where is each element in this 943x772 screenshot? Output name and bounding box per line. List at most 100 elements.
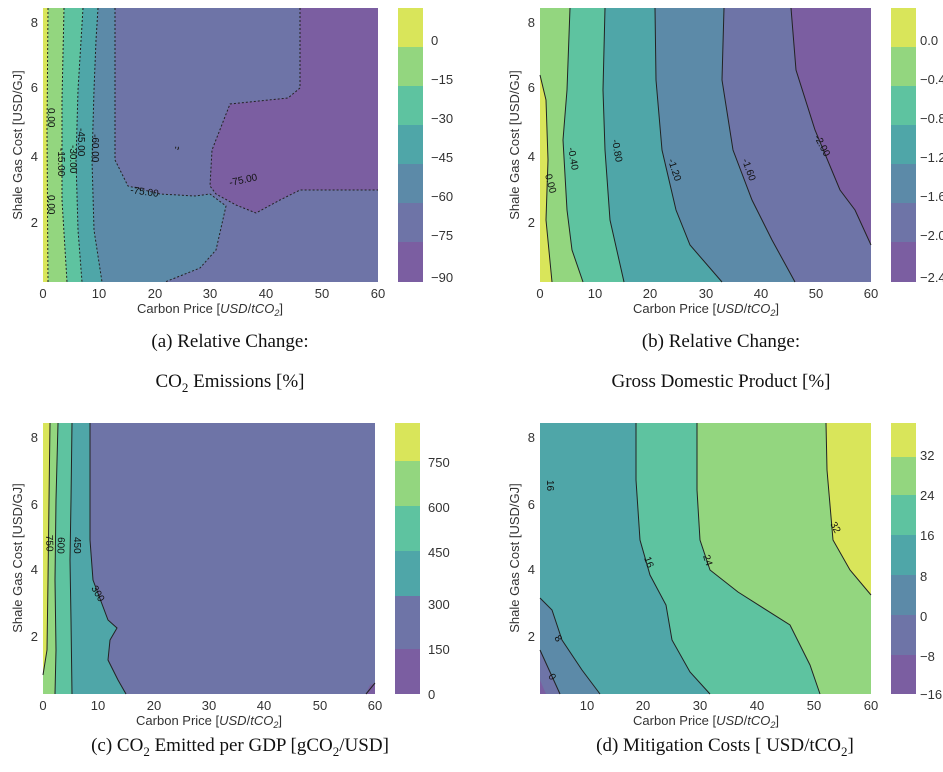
y-tick-label: 6 [528, 497, 535, 512]
panel-b-y-axis-label: Shale Gas Cost [USD/GJ] [507, 70, 522, 220]
y-tick-label: 2 [528, 215, 535, 230]
y-tick-label: 4 [31, 562, 38, 577]
caption-text: ] [847, 735, 854, 756]
caption-text: /USD] [339, 735, 389, 756]
x-tick-label: 40 [750, 698, 764, 713]
contour-line [602, 7, 625, 283]
panel-d-y-ticks: 8 6 4 2 [528, 430, 535, 644]
panel-b: 0.00 -0.40 -0.80 -1.20 -1.60 -2.00 0 10 … [507, 7, 943, 318]
colorbar-segment [891, 457, 916, 495]
contour-line [539, 74, 553, 283]
caption-subscript: 2 [143, 743, 150, 759]
colorbar-segment [398, 125, 423, 164]
contour-line [721, 7, 796, 283]
contour-label: 0 [545, 672, 558, 683]
panel-d-band [540, 680, 546, 694]
colorbar-tick-label: −30 [431, 111, 453, 126]
x-tick-label: 30 [693, 698, 707, 713]
panel-d-y-axis-label: Shale Gas Cost [USD/GJ] [507, 483, 522, 633]
y-tick-label: 2 [31, 629, 38, 644]
colorbar-segment [395, 596, 420, 649]
contour-label: -75.00 [130, 185, 160, 200]
x-tick-label: 60 [371, 286, 385, 301]
colorbar-segment [891, 164, 916, 203]
x-tick-label: 0 [536, 286, 543, 301]
panel-d-x-ticks: 10 20 30 40 50 60 [580, 698, 878, 713]
panel-d: 16 16 24 32 8 0 10 20 30 40 50 60 8 6 4 … [507, 422, 942, 730]
caption-text: Emissions [%] [188, 371, 305, 392]
panel-c-y-axis-label: Shale Gas Cost [USD/GJ] [10, 483, 25, 633]
colorbar-segment [891, 575, 916, 615]
caption-a-line1: (a) Relative Change: [151, 331, 309, 352]
contour-line [54, 422, 59, 695]
colorbar-segment [891, 8, 916, 47]
colorbar-tick-label: 16 [920, 528, 934, 543]
panel-d-band [540, 598, 600, 694]
panel-b-x-ticks: 0 10 20 30 40 50 60 [536, 286, 878, 301]
colorbar-tick-label: −0.8 [920, 111, 943, 126]
colorbar-segment [398, 8, 423, 47]
panel-c-y-ticks: 8 6 4 2 [31, 430, 38, 644]
y-tick-label: 8 [31, 430, 38, 445]
caption-text: Emitted per GDP [gCO [149, 735, 333, 756]
x-tick-label: 50 [807, 698, 821, 713]
x-tick-label: 20 [147, 698, 161, 713]
colorbar-tick-label: −1.6 [920, 189, 943, 204]
contour-label: -60.00 [89, 134, 100, 163]
contour-line [69, 422, 73, 695]
contour-label: -0.40 [565, 147, 580, 172]
panel-b-band [540, 75, 552, 282]
contour-label: 8 [552, 633, 564, 644]
colorbar-segment [395, 423, 420, 461]
panel-d-band [540, 423, 710, 694]
panel-c: 750 600 450 300 0 10 20 30 40 50 60 8 6 … [10, 422, 450, 730]
panel-c-colorbar: 750 600 450 300 150 0 [395, 423, 450, 702]
y-tick-label: 2 [528, 629, 535, 644]
panel-b-y-ticks: 8 6 4 2 [528, 15, 535, 230]
caption-subscript: 2 [332, 743, 340, 759]
panel-c-band [43, 423, 50, 675]
contour-label: -0.80 [609, 139, 624, 164]
x-tick-label: 10 [91, 698, 105, 713]
x-tick-label: 10 [588, 286, 602, 301]
panel-a-band-minus15 [43, 8, 67, 282]
x-tick-label: 30 [699, 286, 713, 301]
panel-a: 0.00 -15.00 -30.00 -45.00 -60.00 -75.00 … [10, 7, 453, 318]
colorbar-tick-label: 0 [431, 33, 438, 48]
caption-text: (d) Mitigation Costs [ USD/tCO [596, 735, 842, 756]
x-tick-label: 20 [636, 698, 650, 713]
y-tick-label: 2 [31, 215, 38, 230]
colorbar-segment [891, 535, 916, 575]
panel-b-x-axis-label: Carbon Price [USD/tCO2] [633, 301, 779, 318]
x-tick-label: 40 [754, 286, 768, 301]
colorbar-tick-label: −75 [431, 228, 453, 243]
contour-label: 750 [43, 535, 55, 552]
contour-line [635, 423, 711, 695]
colorbar-tick-label: 300 [428, 597, 450, 612]
contour-label: 24 [700, 554, 714, 568]
contour-line [46, 7, 49, 283]
colorbar-tick-label: −2.0 [920, 228, 943, 243]
panel-c-x-axis-label: Carbon Price [USD/tCO2] [136, 713, 282, 730]
colorbar-segment [891, 47, 916, 86]
caption-a-line2: CO2 Emissions [%] [80, 371, 380, 396]
panel-b-colorbar: 0.0 −0.4 −0.8 −1.2 −1.6 −2.0 −2.4 [891, 8, 943, 285]
colorbar-tick-label: −0.4 [920, 72, 943, 87]
colorbar-segment [891, 423, 916, 457]
colorbar-segment [891, 615, 916, 655]
caption-d: (d) Mitigation Costs [ USD/tCO2] [555, 735, 895, 760]
y-tick-label: 8 [528, 15, 535, 30]
contour-label: 450 [71, 537, 82, 554]
colorbar-tick-label: 600 [428, 500, 450, 515]
panel-a-contours [46, 7, 378, 283]
y-tick-label: 4 [31, 149, 38, 164]
panel-c-contours [42, 422, 376, 695]
colorbar-tick-label: 0 [428, 687, 435, 702]
colorbar-tick-label: −16 [920, 687, 942, 702]
colorbar-segment [398, 164, 423, 203]
contour-line [790, 7, 872, 246]
caption-text: (c) CO [91, 735, 144, 756]
colorbar-tick-label: 750 [428, 455, 450, 470]
contour-line [539, 649, 561, 695]
